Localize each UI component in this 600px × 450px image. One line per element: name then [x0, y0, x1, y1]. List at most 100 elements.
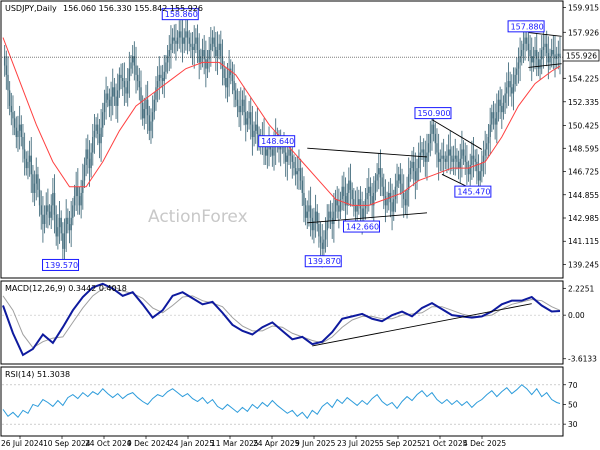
- candle-body: [58, 217, 61, 228]
- candle-body: [188, 37, 190, 44]
- x-tick-label: 9 Jun 2025: [295, 439, 336, 448]
- candle-body: [442, 155, 445, 159]
- candle-body: [441, 155, 443, 159]
- candle-body: [319, 236, 322, 243]
- candle-body: [328, 211, 330, 221]
- candle-body: [514, 74, 516, 85]
- candle-body: [135, 65, 137, 75]
- candle-body: [472, 155, 475, 159]
- candle-body: [407, 174, 410, 190]
- candle-body: [474, 158, 476, 162]
- x-tick-label: 5 Sep 2025: [379, 439, 422, 448]
- candle-body: [20, 124, 22, 138]
- candle-body: [469, 164, 471, 175]
- candle-body: [501, 105, 503, 113]
- candle-body: [550, 49, 553, 57]
- candle-body: [10, 105, 13, 113]
- candle-body: [85, 149, 87, 165]
- candle-body: [175, 40, 177, 44]
- candle-body: [168, 49, 170, 57]
- candle-body: [492, 112, 495, 119]
- candle-body: [311, 217, 313, 231]
- candle-body: [266, 149, 269, 156]
- candle-body: [511, 87, 513, 94]
- candle-body: [248, 112, 250, 119]
- annotation-label: 139.870: [308, 257, 341, 266]
- candle-body: [255, 124, 257, 131]
- x-tick-label: 11 Mar 2025: [211, 439, 259, 448]
- candle-body: [494, 118, 496, 125]
- candle-body: [265, 146, 267, 156]
- rsi-line: [2, 384, 561, 420]
- trendline: [431, 119, 483, 150]
- watermark: ActionForex: [148, 207, 248, 227]
- candle-body: [517, 62, 520, 69]
- candle-body: [294, 168, 297, 175]
- candle-body: [140, 87, 142, 103]
- annotation-box: [454, 185, 492, 198]
- x-tick-label: 24 Jan 2025: [169, 439, 214, 448]
- annotation-box: [258, 135, 296, 148]
- candle-body: [384, 196, 387, 206]
- macd-title: MACD(12,26,9) 0.3442 0.4018: [5, 284, 127, 293]
- candle-body: [541, 49, 543, 60]
- candle-body: [211, 37, 214, 44]
- candle-body: [512, 84, 515, 94]
- candle-body: [73, 196, 76, 206]
- candle-body: [333, 211, 335, 225]
- candle-body: [436, 143, 438, 153]
- candle-body: [298, 168, 300, 172]
- trendline: [307, 212, 428, 224]
- chart-title: USDJPY,Daily: [5, 4, 57, 13]
- candle-body: [240, 105, 242, 113]
- candle-body: [521, 49, 523, 57]
- candle-body: [406, 189, 408, 206]
- candle-body: [18, 124, 21, 131]
- candle-body: [454, 155, 456, 159]
- annotation-label: 148.640: [261, 137, 294, 146]
- x-tick-label: 10 Sep 2024: [43, 439, 91, 448]
- x-tick-label: 23 Jul 2025: [337, 439, 380, 448]
- y-tick-label: 30: [568, 420, 578, 429]
- candle-body: [279, 146, 282, 150]
- candle-body: [324, 230, 327, 240]
- candle-body: [226, 77, 229, 88]
- annotation-label: 158.860: [165, 10, 198, 19]
- candle-body: [489, 124, 491, 138]
- candle-body: [421, 149, 423, 153]
- candle-body: [401, 183, 403, 193]
- candle-body: [273, 146, 275, 156]
- candle-body: [181, 37, 184, 44]
- candle-body: [235, 90, 237, 100]
- candle-body: [314, 211, 317, 221]
- candle-body: [447, 149, 450, 156]
- candle-body: [15, 127, 18, 138]
- candle-body: [318, 224, 320, 237]
- annotation-box: [42, 258, 80, 271]
- candle-body: [432, 124, 435, 134]
- candle-body: [216, 49, 219, 57]
- candle-body: [62, 233, 64, 249]
- candle-body: [193, 43, 195, 50]
- candle-body: [155, 87, 157, 100]
- candle-body: [446, 155, 448, 162]
- candle-body: [65, 217, 67, 234]
- candle-body: [35, 174, 37, 184]
- candle-body: [122, 77, 124, 82]
- candle-body: [424, 155, 427, 162]
- candle-body: [393, 199, 395, 212]
- x-tick-label: 24 Apr 2025: [253, 439, 300, 448]
- candle-body: [293, 161, 295, 169]
- candle-body: [136, 74, 139, 82]
- candle-body: [133, 56, 136, 66]
- candle-body: [411, 161, 413, 169]
- candle-body: [466, 161, 468, 169]
- candle-body: [75, 186, 77, 197]
- candle-body: [233, 81, 235, 91]
- candle-body: [316, 211, 318, 225]
- y-tick-label: 152.335: [568, 98, 599, 107]
- candle-body: [27, 161, 29, 169]
- candle-body: [481, 161, 483, 172]
- candle-body: [373, 192, 375, 206]
